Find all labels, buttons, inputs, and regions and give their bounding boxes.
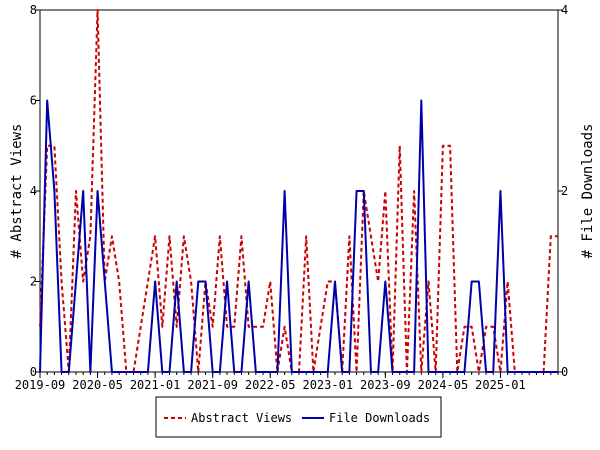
legend: Abstract Views File Downloads [155, 396, 442, 438]
left-axis-title: # Abstract Views [9, 124, 25, 259]
x-tick-label: 2021-09 [187, 378, 238, 392]
left-tick-label: 0 [30, 365, 37, 379]
legend-label-downloads: File Downloads [329, 411, 430, 425]
legend-label-views: Abstract Views [191, 411, 292, 425]
x-tick-label: 2022-05 [245, 378, 296, 392]
x-tick-label: 2019-09 [15, 378, 66, 392]
x-tick-label: 2023-01 [302, 378, 353, 392]
file-downloads-line [39, 99, 558, 373]
left-axis-ticks: 0 2 4 6 8 [30, 3, 40, 379]
legend-box [155, 396, 442, 438]
right-tick-label: 2 [561, 184, 568, 198]
right-tick-label: 4 [561, 3, 568, 17]
right-axis-ticks: 0 2 4 [558, 3, 568, 379]
right-axis-title: # File Downloads [580, 124, 596, 259]
x-tick-label: 2021-01 [130, 378, 181, 392]
plot-frame [39, 9, 559, 373]
left-tick-label: 4 [30, 184, 37, 198]
x-tick-label: 2023-09 [360, 378, 411, 392]
x-tick-label: 2025-01 [475, 378, 526, 392]
x-tick-label: 2024-05 [418, 378, 469, 392]
left-tick-label: 8 [30, 3, 37, 17]
left-tick-label: 6 [30, 94, 37, 108]
left-tick-label: 2 [30, 275, 37, 289]
series-layer [39, 9, 558, 373]
x-axis-ticks: 2019-09 2020-05 2021-01 2021-09 2022-05 2023-… [15, 372, 559, 392]
x-tick-label: 2020-05 [72, 378, 123, 392]
right-tick-label: 0 [561, 365, 568, 379]
